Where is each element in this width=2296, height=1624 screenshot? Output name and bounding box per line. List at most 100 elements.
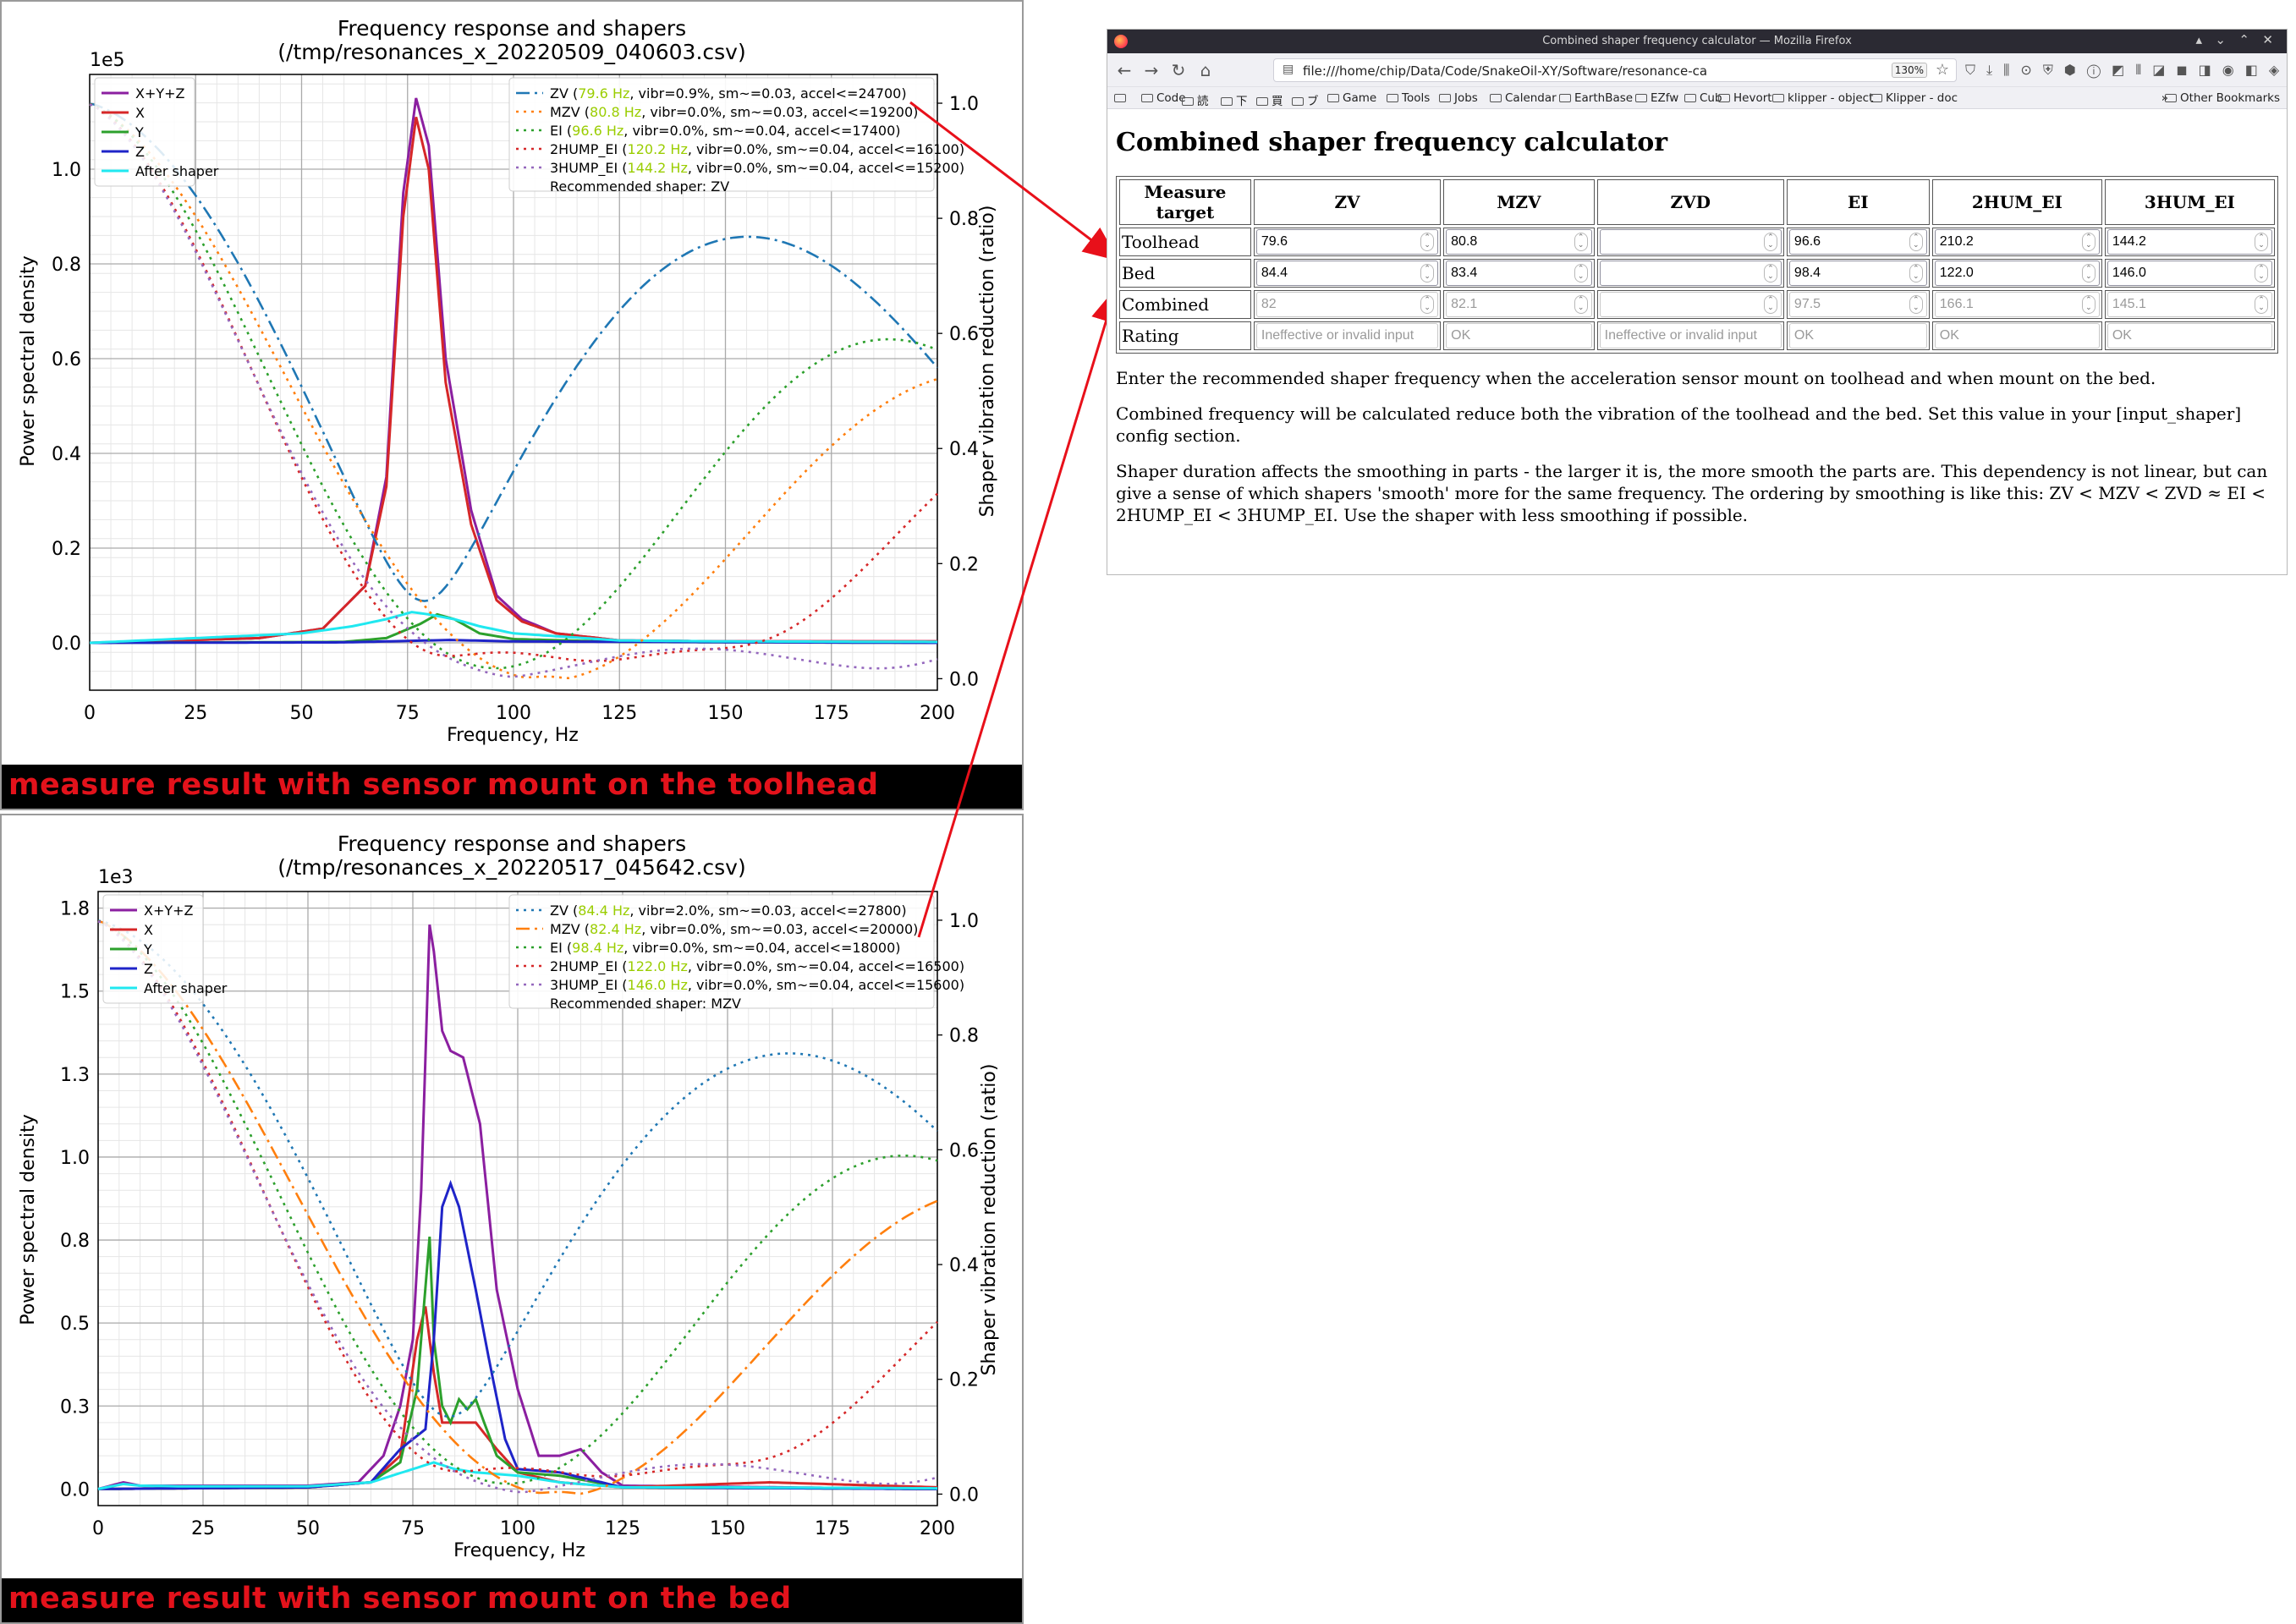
table-cell: Ineffective or invalid input [1596, 321, 1784, 350]
frequency-input[interactable]: 84.4 ⌃ ⌄ [1255, 261, 1439, 286]
table-row: Combined 82 ⌃ ⌄ 82.1 ⌃ ⌄ ⌃ ⌄ 97.5 ⌃ ⌄ 166.1 ⌃ ⌄ 145.1 ⌃ ⌄ [1119, 290, 2275, 319]
reload-icon[interactable]: ↻ [1171, 60, 1186, 80]
caption-bar: measure result with sensor mount on the … [2, 765, 1022, 809]
legend-label: Z [144, 961, 153, 977]
bookmark-star-icon[interactable]: ☆ [1935, 61, 1949, 79]
legend-label: X [135, 105, 145, 121]
series-line-4 [89, 611, 937, 645]
y2-tick-label: 0.6 [949, 1140, 979, 1161]
bookmark-item[interactable]: Jobs [1439, 91, 1478, 105]
folder-icon [1221, 97, 1233, 106]
shaper-legend-label: MZV (82.4 Hz, vibr=0.0%, sm~=0.03, accel… [550, 921, 918, 937]
column-header: 2HUM_EI [1931, 179, 2102, 225]
close-icon[interactable]: ✕ [2262, 32, 2273, 47]
bookmark-item[interactable]: 買 [1256, 91, 1283, 108]
series-line-4 [97, 1461, 937, 1490]
y-tick-label: 1.0 [52, 160, 81, 181]
column-header: ZV [1253, 179, 1442, 225]
spinner-icon[interactable]: ⌃ ⌄ [2255, 233, 2268, 251]
frequency-input[interactable]: 79.6 ⌃ ⌄ [1255, 229, 1439, 255]
bookmark-item[interactable]: Klipper - doc [1870, 91, 1958, 105]
folder-icon [1387, 94, 1398, 102]
home-icon[interactable]: ⌂ [1200, 60, 1211, 80]
spinner-icon[interactable]: ⌃ ⌄ [1420, 264, 1435, 283]
x-tick-label: 150 [708, 703, 744, 724]
bookmark-item[interactable]: 読 [1182, 91, 1209, 108]
bookmark-item[interactable]: Calendar [1490, 91, 1557, 105]
x-tick-label: 25 [191, 1518, 215, 1539]
y2-tick-label: 0.4 [949, 1255, 979, 1276]
spinner-icon[interactable]: ⌃ ⌄ [1574, 233, 1588, 251]
bookmark-item[interactable]: Cub [1684, 91, 1722, 105]
frequency-input[interactable]: 144.2 ⌃ ⌄ [2106, 229, 2272, 255]
y-scale-exponent: 1e5 [90, 50, 125, 71]
frequency-input[interactable]: 210.2 ⌃ ⌄ [1934, 229, 2100, 255]
other-bookmarks[interactable]: Other Bookmarks [2164, 91, 2280, 105]
folder-icon [1182, 97, 1194, 106]
firefox-logo-icon [1114, 35, 1128, 48]
y2-axis-label: Shaper vibration reduction (ratio) [977, 206, 998, 518]
folder-icon [1490, 94, 1502, 102]
frequency-input[interactable]: 146.0 ⌃ ⌄ [2106, 261, 2272, 286]
bookmark-item[interactable]: 下 [1221, 91, 1248, 108]
spinner-icon[interactable]: ⌃ ⌄ [1420, 233, 1435, 251]
extension-icons[interactable]: ⛉⤓⫼⊙⛨⬢ⓘ◩⦀◪◼◨◉◧◈⚑◍⊞≡ [1965, 62, 2287, 78]
frequency-input[interactable]: 96.6 ⌃ ⌄ [1788, 229, 1927, 255]
table-header-row: Measure target ZV MZV ZVD EI 2HUM_EI 3HUM_EI [1119, 179, 2275, 225]
frequency-input[interactable]: 98.4 ⌃ ⌄ [1788, 261, 1927, 286]
spinner-icon[interactable]: ⌃ ⌄ [1763, 233, 1777, 251]
bookmark-item[interactable]: klipper - object [1772, 91, 1873, 105]
spinner-icon[interactable]: ⌃ ⌄ [1909, 264, 1923, 283]
spinner-icon[interactable]: ⌃ ⌄ [1763, 264, 1777, 283]
frequency-input[interactable]: ⌃ ⌄ [1599, 229, 1782, 255]
spinner-icon[interactable]: ⌃ ⌄ [1574, 264, 1588, 283]
bookmark-item[interactable]: Game [1327, 91, 1376, 105]
y-tick-label: 1.8 [60, 899, 90, 920]
folder-icon [1870, 94, 1882, 102]
spinner-icon[interactable]: ⌃ ⌄ [2255, 264, 2268, 283]
bookmark-item[interactable]: Hevort [1718, 91, 1772, 105]
y-scale-exponent: 1e3 [98, 867, 134, 888]
frequency-input[interactable]: 83.4 ⌃ ⌄ [1446, 261, 1592, 286]
caption-text: measure result with sensor mount on the … [8, 1582, 792, 1616]
y-tick-label: 0.4 [52, 444, 81, 465]
keep-above-icon[interactable]: ▴ [2195, 32, 2202, 47]
bookmarks-folder-icon[interactable] [1114, 91, 1129, 105]
frequency-input[interactable]: 122.0 ⌃ ⌄ [1934, 261, 2100, 286]
bookmark-item[interactable]: Tools [1387, 91, 1430, 105]
table-cell: OK [1931, 321, 2102, 350]
firefox-window: Combined shaper frequency calculator — M… [1107, 29, 2288, 575]
window-titlebar: Combined shaper frequency calculator — M… [1107, 30, 2287, 53]
table-cell: 122.0 ⌃ ⌄ [1931, 259, 2102, 288]
url-bar[interactable]: ▤ file:///home/chip/Data/Code/SnakeOil-X… [1273, 58, 1957, 82]
shaper-calculator-table: Measure target ZV MZV ZVD EI 2HUM_EI 3HUM_EI T… [1116, 176, 2278, 354]
spinner-icon: ⌃ ⌄ [1763, 295, 1777, 314]
row-label: Rating [1119, 321, 1251, 350]
chart-filename: (/tmp/resonances_x_20220517_045642.csv) [277, 855, 745, 880]
bookmark-item[interactable]: ブ [1292, 91, 1319, 108]
y-tick-label: 0.0 [52, 634, 81, 655]
folder-icon [1327, 94, 1339, 102]
combined-paragraph: Combined frequency will be calculated re… [1116, 403, 2242, 446]
bookmark-item[interactable]: EarthBase [1559, 91, 1633, 105]
legend-label: Y [143, 941, 152, 957]
folder-icon [1439, 94, 1451, 102]
bookmarks-overflow-icon[interactable]: » [2161, 91, 2168, 105]
table-cell: 98.4 ⌃ ⌄ [1786, 259, 1930, 288]
forward-icon[interactable]: → [1144, 60, 1159, 80]
table-cell: ⌃ ⌄ [1596, 259, 1784, 288]
back-icon[interactable]: ← [1117, 60, 1132, 80]
bookmark-item[interactable]: Code [1141, 91, 1186, 105]
minimize-icon[interactable]: ⌄ [2215, 32, 2226, 47]
frequency-input[interactable]: 80.8 ⌃ ⌄ [1446, 229, 1592, 255]
spinner-icon[interactable]: ⌃ ⌄ [2081, 264, 2096, 283]
y-tick-label: 1.5 [60, 982, 90, 1003]
zoom-indicator[interactable]: 130% [1891, 63, 1927, 78]
row-label: Toolhead [1119, 228, 1251, 256]
frequency-input[interactable]: ⌃ ⌄ [1599, 261, 1782, 286]
x-tick-label: 200 [920, 1518, 955, 1539]
spinner-icon[interactable]: ⌃ ⌄ [2081, 233, 2096, 251]
bookmark-item[interactable]: EZfw [1635, 91, 1678, 105]
spinner-icon[interactable]: ⌃ ⌄ [1909, 233, 1923, 251]
maximize-icon[interactable]: ⌃ [2238, 32, 2249, 47]
